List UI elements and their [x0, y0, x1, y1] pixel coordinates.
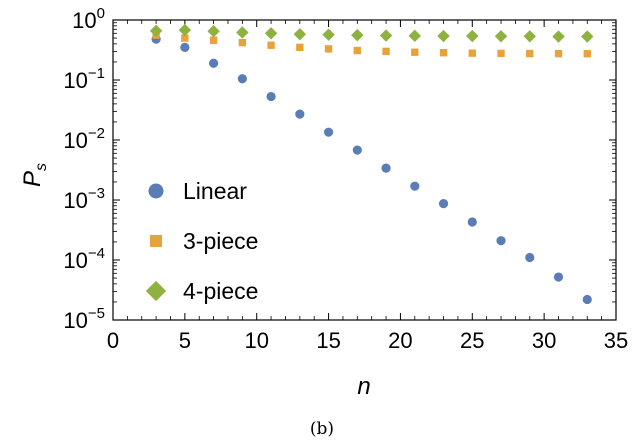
data-point — [237, 74, 247, 84]
plot-frame — [112, 19, 617, 321]
data-point — [264, 27, 278, 40]
data-point — [497, 49, 505, 58]
legend-label: Linear — [183, 178, 247, 204]
data-point — [209, 36, 218, 44]
data-point — [207, 25, 220, 38]
data-point — [554, 49, 563, 58]
y-tick-label-base: 10 — [63, 308, 87, 333]
data-point — [180, 42, 190, 52]
x-tick-label: 5 — [179, 328, 191, 353]
data-point — [149, 24, 163, 38]
x-tick-label: 20 — [388, 328, 412, 353]
y-tick-label: 10−1 — [63, 65, 105, 93]
data-point — [238, 38, 247, 47]
y-tick-label-exponent: −4 — [88, 245, 105, 262]
legend-marker — [145, 280, 167, 302]
data-point — [467, 217, 477, 227]
data-point — [466, 29, 479, 43]
data-point — [582, 294, 592, 305]
data-point — [468, 49, 476, 57]
y-tick-label: 10−4 — [63, 245, 105, 273]
data-point — [236, 26, 249, 39]
x-tick-label: 30 — [532, 328, 556, 353]
y-tick-label-exponent: 0 — [97, 5, 105, 22]
x-tick-label: 35 — [604, 328, 628, 353]
data-point — [437, 29, 450, 43]
data-point — [382, 47, 390, 56]
x-tick-label: 15 — [316, 328, 340, 353]
data-point — [267, 41, 275, 49]
figure-caption: (b) — [310, 419, 334, 439]
data-point — [266, 91, 276, 102]
data-point — [583, 50, 591, 58]
data-point — [438, 199, 449, 209]
data-point — [494, 30, 508, 43]
y-tick-label-exponent: −3 — [88, 185, 105, 202]
data-point — [552, 30, 565, 43]
y-tick-label-exponent: −2 — [88, 125, 105, 142]
y-tick-label-exponent: −1 — [88, 65, 105, 82]
y-tick-label-base: 10 — [63, 188, 87, 213]
legend-marker — [150, 235, 162, 247]
data-points — [149, 23, 594, 305]
data-point — [523, 30, 536, 43]
data-point — [353, 46, 361, 55]
series-4-piece — [149, 23, 594, 43]
y-tick-label-exponent: −5 — [88, 305, 105, 322]
legend-label: 3-piece — [183, 228, 258, 254]
y-tick-label: 10−2 — [63, 125, 105, 153]
data-point — [324, 45, 333, 53]
data-point — [295, 109, 305, 119]
data-point — [293, 27, 307, 41]
data-point — [553, 272, 564, 282]
y-tick-label: 10−5 — [63, 305, 105, 333]
y-tick-label-base: 10 — [63, 68, 87, 93]
x-axis-label: n — [357, 373, 370, 400]
x-tick-label: 10 — [244, 328, 268, 353]
data-point — [352, 145, 362, 155]
data-point — [410, 181, 420, 191]
data-point — [381, 163, 391, 173]
data-point — [496, 236, 506, 246]
series-linear — [151, 34, 592, 305]
data-point — [525, 252, 535, 263]
data-point — [439, 49, 448, 57]
data-point — [526, 49, 534, 58]
data-point — [322, 28, 335, 41]
data-point — [351, 28, 364, 42]
legend: Linear 3-piece 4-piece — [145, 178, 258, 304]
x-tick-label: 25 — [460, 328, 484, 353]
data-point — [581, 30, 594, 43]
x-tick-label: 0 — [107, 328, 119, 353]
data-point — [178, 23, 192, 37]
y-tick-label-base: 10 — [63, 248, 87, 273]
y-tick-label-base: 10 — [63, 128, 87, 153]
legend-marker — [148, 183, 164, 199]
data-point — [209, 58, 219, 68]
data-point — [323, 127, 334, 137]
y-tick-label: 100 — [72, 5, 105, 33]
data-point — [411, 48, 419, 56]
data-point — [408, 29, 422, 43]
legend-label: 4-piece — [183, 278, 258, 304]
data-point — [296, 43, 304, 52]
data-point — [181, 34, 189, 42]
y-tick-label-base: 10 — [72, 8, 96, 33]
y-axis-label-sub: s — [33, 163, 50, 171]
y-axis-label: Ps — [19, 163, 50, 187]
y-axis-label-base: P — [19, 171, 46, 187]
y-tick-label: 10−3 — [63, 185, 105, 213]
data-point — [379, 29, 393, 42]
